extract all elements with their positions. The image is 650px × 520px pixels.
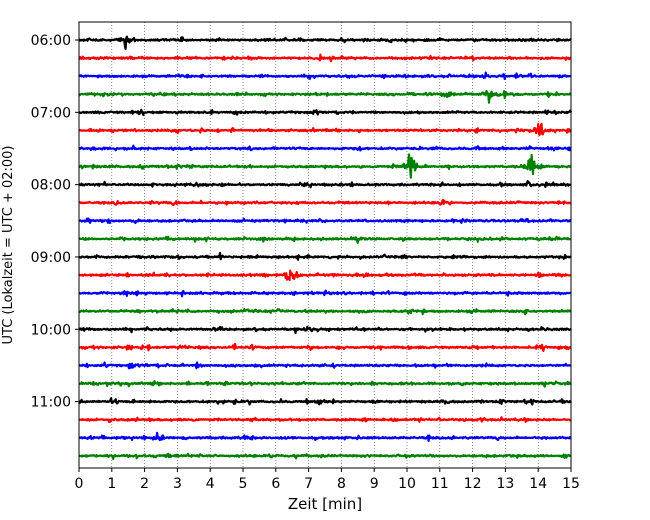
x-axis-ticks: 0 1 2 3 4 5 6 7 8 9 10 11 12 13 14 15: [75, 468, 580, 492]
x-tick-label: 14: [529, 476, 547, 492]
trace-0630: [78, 71, 572, 81]
trace-0600: [78, 35, 572, 51]
trace-1045: [78, 380, 572, 388]
trace-0900: [78, 251, 572, 261]
x-tick-label: 13: [496, 476, 514, 492]
x-tick-label: 8: [337, 476, 346, 492]
x-tick-label: 0: [75, 476, 84, 492]
trace-0915: [78, 269, 572, 282]
trace-0930: [78, 289, 572, 298]
y-tick-label: 10:00: [31, 322, 71, 338]
trace-1130: [78, 431, 572, 442]
x-tick-label: 2: [140, 476, 149, 492]
x-tick-label: 4: [206, 476, 215, 492]
trace-0945: [78, 308, 572, 316]
trace-0700: [78, 108, 573, 116]
y-tick-label: 09:00: [31, 250, 71, 266]
trace-0645: [78, 89, 572, 104]
trace-1115: [78, 416, 572, 424]
trace-0715: [78, 122, 572, 137]
trace-1000: [78, 325, 572, 335]
grid: [111, 22, 539, 468]
x-tick-label: 11: [431, 476, 449, 492]
trace-0730: [78, 144, 572, 152]
trace-0745: [78, 153, 572, 179]
trace-0800: [78, 180, 572, 189]
y-tick-label: 08:00: [31, 178, 71, 194]
x-tick-label: 5: [239, 476, 248, 492]
y-tick-label: 11:00: [31, 395, 71, 411]
y-axis-label: UTC (Lokalzeit = UTC + 02:00): [1, 146, 16, 345]
plot-frame: [78, 21, 572, 469]
x-axis-label: Zeit [min]: [288, 495, 362, 513]
y-tick-label: 07:00: [31, 105, 71, 121]
trace-1030: [78, 361, 572, 370]
trace-1100: [78, 397, 572, 406]
trace-0845: [78, 235, 572, 244]
x-tick-label: 1: [107, 476, 116, 492]
x-tick-label: 9: [370, 476, 379, 492]
x-tick-label: 3: [173, 476, 182, 492]
x-tick-label: 12: [464, 476, 482, 492]
trace-1015: [78, 342, 572, 352]
trace-0830: [78, 217, 572, 225]
x-tick-label: 6: [271, 476, 280, 492]
trace-0615: [78, 53, 572, 63]
trace-1145: [78, 452, 572, 460]
trace-0815: [78, 198, 572, 206]
y-axis-ticks: 06:00 07:00 08:00 09:00 10:00 11:00: [31, 33, 79, 411]
y-tick-label: 06:00: [31, 33, 71, 49]
x-tick-label: 15: [562, 476, 580, 492]
traces: [78, 35, 573, 460]
x-tick-label: 7: [304, 476, 313, 492]
x-tick-label: 10: [398, 476, 416, 492]
